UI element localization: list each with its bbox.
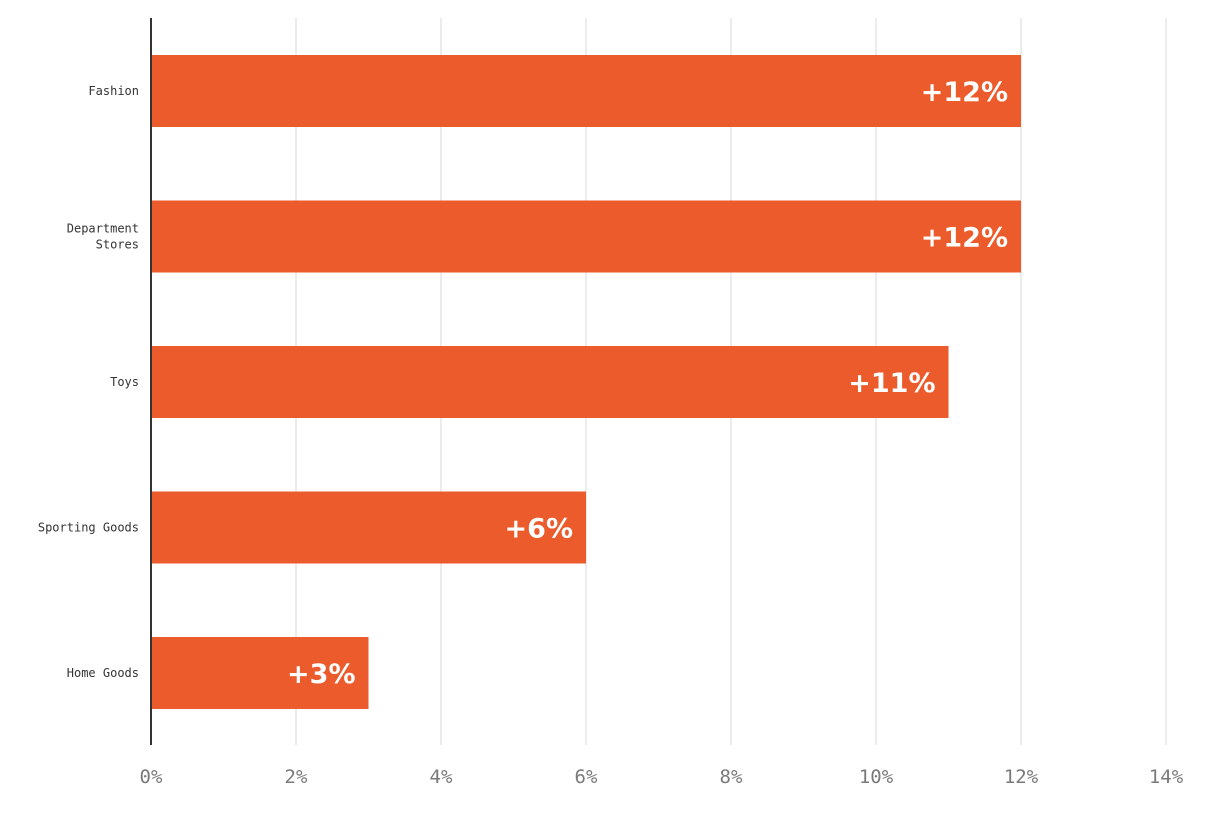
bar-sporting-goods xyxy=(151,491,586,564)
bar-department-stores xyxy=(151,200,1021,273)
category-label: Toys xyxy=(110,375,139,389)
category-label: Department Stores xyxy=(67,222,139,252)
bar-home-goods xyxy=(151,637,369,709)
category-label-line: Stores xyxy=(96,238,139,252)
x-tick-label: 14% xyxy=(1149,766,1184,788)
bars: +12% +12% +11% +6% +3% xyxy=(151,55,1021,709)
x-tick-labels: 0% 2% 4% 6% 8% 10% 12% 14% xyxy=(140,766,1184,788)
data-label: +12% xyxy=(921,223,1008,254)
x-tick-label: 4% xyxy=(430,766,453,788)
x-tick-label: 0% xyxy=(140,766,163,788)
data-label: +6% xyxy=(505,514,573,545)
x-tick-label: 8% xyxy=(720,766,743,788)
x-tick-label: 12% xyxy=(1004,766,1039,788)
category-label: Home Goods xyxy=(67,666,139,680)
data-label: +11% xyxy=(848,368,935,399)
category-label-line: Sporting Goods xyxy=(38,521,139,535)
x-tick-label: 6% xyxy=(575,766,598,788)
category-label-line: Department xyxy=(67,222,139,236)
bar-fashion xyxy=(151,55,1021,127)
x-tick-label: 10% xyxy=(859,766,894,788)
bar-toys xyxy=(151,346,949,418)
data-label: +3% xyxy=(287,659,355,690)
x-tick-label: 2% xyxy=(285,766,308,788)
data-label: +12% xyxy=(921,77,1008,108)
category-label-line: Home Goods xyxy=(67,666,139,680)
category-label: Fashion xyxy=(88,84,139,98)
category-labels: Fashion Department Stores Toys Sporting Good… xyxy=(38,84,139,680)
category-label-line: Toys xyxy=(110,375,139,389)
category-label: Sporting Goods xyxy=(38,521,139,535)
category-label-line: Fashion xyxy=(88,84,139,98)
